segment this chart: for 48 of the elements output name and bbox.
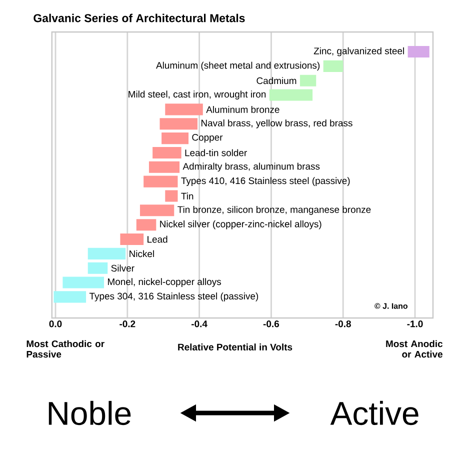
bar xyxy=(62,276,104,288)
y-tick-label: Nickel xyxy=(130,250,154,258)
y-tick-label: Lead xyxy=(148,236,168,243)
y-tick-label: Copper xyxy=(192,134,223,143)
x-axis-title: Relative Potential in Volts xyxy=(178,344,292,350)
y-tick-label: Monel, nickel-copper alloys xyxy=(108,278,222,287)
bar xyxy=(323,60,344,72)
x-tick-label: -0.8 xyxy=(335,320,351,328)
bar xyxy=(300,74,316,86)
x-tick-label: -0.4 xyxy=(192,320,208,328)
y-tick-label: Tin xyxy=(181,192,194,200)
y-tick-label: Types 304, 316 Stainless steel (passive) xyxy=(89,292,258,302)
y-tick-label: Nickel silver (copper-zinc-nickel alloys) xyxy=(160,220,322,230)
text: Most Cathodic or Passive xyxy=(26,340,104,358)
y-tick-label: Aluminum bronze xyxy=(206,106,280,113)
bar xyxy=(88,248,126,260)
bar xyxy=(88,262,108,274)
text: Most Anodic or Active xyxy=(386,340,443,358)
bar xyxy=(165,190,178,202)
y-tick-label: Cadmium xyxy=(256,77,296,84)
bar xyxy=(140,204,174,216)
text: Noble xyxy=(48,400,131,426)
x-tick-label: -1.0 xyxy=(407,320,423,328)
y-tick-label: Tin bronze, silicon bronze, manganese bronze xyxy=(178,206,371,215)
y-tick-label: Admiralty brass, aluminum brass xyxy=(182,162,320,172)
bar xyxy=(120,233,144,246)
x-tick-label: 0.0 xyxy=(49,320,62,328)
x-tick-label: -0.2 xyxy=(120,320,136,328)
bar xyxy=(144,176,178,188)
bar xyxy=(162,132,189,144)
bar xyxy=(136,219,156,231)
bar xyxy=(269,89,313,101)
chart-title: Galvanic Series of Architectural Metals xyxy=(34,14,245,22)
y-tick-label: Silver xyxy=(111,264,134,272)
y-tick-label: Types 410, 416 Stainless steel (passive) xyxy=(181,177,350,186)
y-tick-label: Lead-tin solder xyxy=(185,149,247,156)
bar xyxy=(165,104,203,116)
y-tick-label: Aluminum (sheet metal and extrusions) xyxy=(156,62,320,71)
text: Active xyxy=(330,400,418,426)
bar xyxy=(160,118,198,130)
y-tick-label: Zinc, galvanized steel xyxy=(314,47,404,56)
bar xyxy=(152,146,182,158)
x-tick-label: -0.6 xyxy=(263,320,280,328)
y-tick-label: Mild steel, cast iron, wrought iron xyxy=(128,90,266,100)
bar xyxy=(408,46,430,58)
bar xyxy=(148,161,180,173)
bar xyxy=(54,291,86,303)
y-tick-label: Naval brass, yellow brass, red brass xyxy=(201,119,352,128)
